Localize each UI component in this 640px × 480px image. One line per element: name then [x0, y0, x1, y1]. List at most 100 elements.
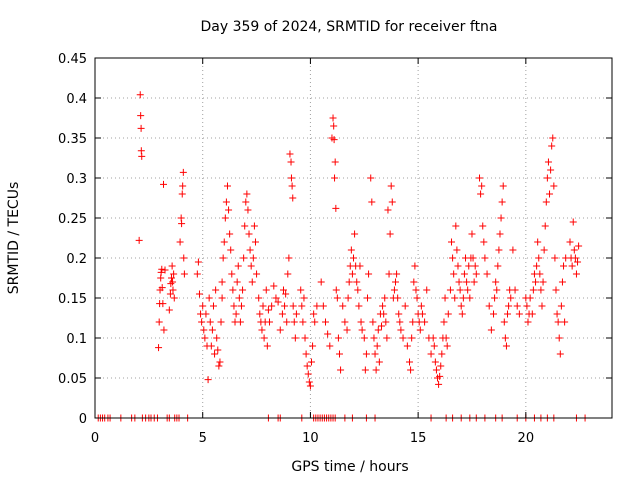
- data-point: [515, 310, 523, 318]
- data-point: [244, 206, 252, 214]
- data-point: [526, 294, 534, 302]
- data-point: [555, 334, 563, 342]
- data-point: [168, 262, 176, 270]
- data-point: [408, 334, 416, 342]
- data-point: [169, 278, 177, 286]
- data-point: [417, 302, 425, 310]
- data-point: [501, 334, 509, 342]
- data-point: [557, 302, 565, 310]
- data-point: [311, 318, 319, 326]
- data-point: [193, 270, 201, 278]
- data-point: [446, 286, 454, 294]
- data-point: [566, 238, 574, 246]
- data-point: [331, 158, 339, 166]
- data-point: [179, 168, 187, 176]
- data-point: [394, 294, 402, 302]
- data-point: [468, 230, 476, 238]
- data-point: [198, 318, 206, 326]
- data-point: [178, 220, 186, 228]
- data-point: [137, 112, 145, 120]
- data-point: [504, 310, 512, 318]
- data-point: [180, 254, 188, 262]
- data-point: [208, 326, 216, 334]
- data-point: [551, 254, 559, 262]
- data-point: [450, 270, 458, 278]
- data-point: [490, 310, 498, 318]
- data-point: [423, 286, 431, 294]
- data-point: [497, 214, 505, 222]
- data-point: [167, 274, 175, 282]
- data-point: [535, 254, 543, 262]
- y-tick-label: 0.05: [58, 372, 87, 387]
- data-point: [493, 286, 501, 294]
- data-point: [281, 302, 289, 310]
- data-point: [387, 182, 395, 190]
- data-point: [158, 265, 166, 273]
- data-point: [211, 350, 219, 358]
- data-point: [341, 318, 349, 326]
- data-point: [354, 286, 362, 294]
- data-point: [334, 334, 342, 342]
- data-point: [246, 246, 254, 254]
- data-point: [272, 294, 280, 302]
- data-point: [326, 342, 334, 350]
- data-point: [169, 286, 177, 294]
- y-tick-label: 0.3: [66, 172, 87, 187]
- data-point: [388, 198, 396, 206]
- data-point: [304, 370, 312, 378]
- data-point: [539, 278, 547, 286]
- data-point: [383, 334, 391, 342]
- data-point: [228, 270, 236, 278]
- data-point: [401, 302, 409, 310]
- data-point: [218, 294, 226, 302]
- data-point: [496, 230, 504, 238]
- data-point: [263, 342, 271, 350]
- data-point: [299, 318, 307, 326]
- data-point: [367, 174, 375, 182]
- x-tick-label: 15: [410, 431, 427, 446]
- data-point: [307, 358, 315, 366]
- data-point: [524, 318, 532, 326]
- data-point: [166, 290, 174, 298]
- data-point: [431, 358, 439, 366]
- y-tick-label: 0.4: [66, 92, 87, 107]
- data-point: [399, 334, 407, 342]
- data-point: [345, 278, 353, 286]
- data-point: [237, 302, 245, 310]
- data-point: [167, 280, 175, 288]
- data-point: [382, 318, 390, 326]
- data-point: [353, 278, 361, 286]
- data-point: [298, 302, 306, 310]
- data-point: [368, 198, 376, 206]
- data-point: [212, 286, 220, 294]
- data-point: [202, 310, 210, 318]
- data-point: [270, 282, 278, 290]
- data-point: [324, 330, 332, 338]
- data-point: [371, 350, 379, 358]
- data-point: [556, 350, 564, 358]
- data-point: [220, 238, 228, 246]
- data-point: [454, 262, 462, 270]
- data-point: [178, 190, 186, 198]
- data-point: [558, 278, 566, 286]
- data-point: [421, 318, 429, 326]
- data-point: [216, 358, 224, 366]
- data-point: [248, 278, 256, 286]
- data-point: [458, 310, 466, 318]
- data-point: [364, 294, 372, 302]
- data-point: [509, 246, 517, 254]
- data-point: [369, 318, 377, 326]
- data-point: [379, 302, 387, 310]
- data-point: [301, 334, 309, 342]
- data-point: [278, 310, 286, 318]
- data-point: [437, 362, 445, 370]
- data-point: [285, 254, 293, 262]
- data-point: [487, 326, 495, 334]
- data-point: [413, 294, 421, 302]
- data-point: [309, 342, 317, 350]
- data-point: [339, 302, 347, 310]
- data-point: [289, 194, 297, 202]
- data-point: [351, 230, 359, 238]
- data-point: [523, 302, 531, 310]
- data-point: [194, 258, 202, 266]
